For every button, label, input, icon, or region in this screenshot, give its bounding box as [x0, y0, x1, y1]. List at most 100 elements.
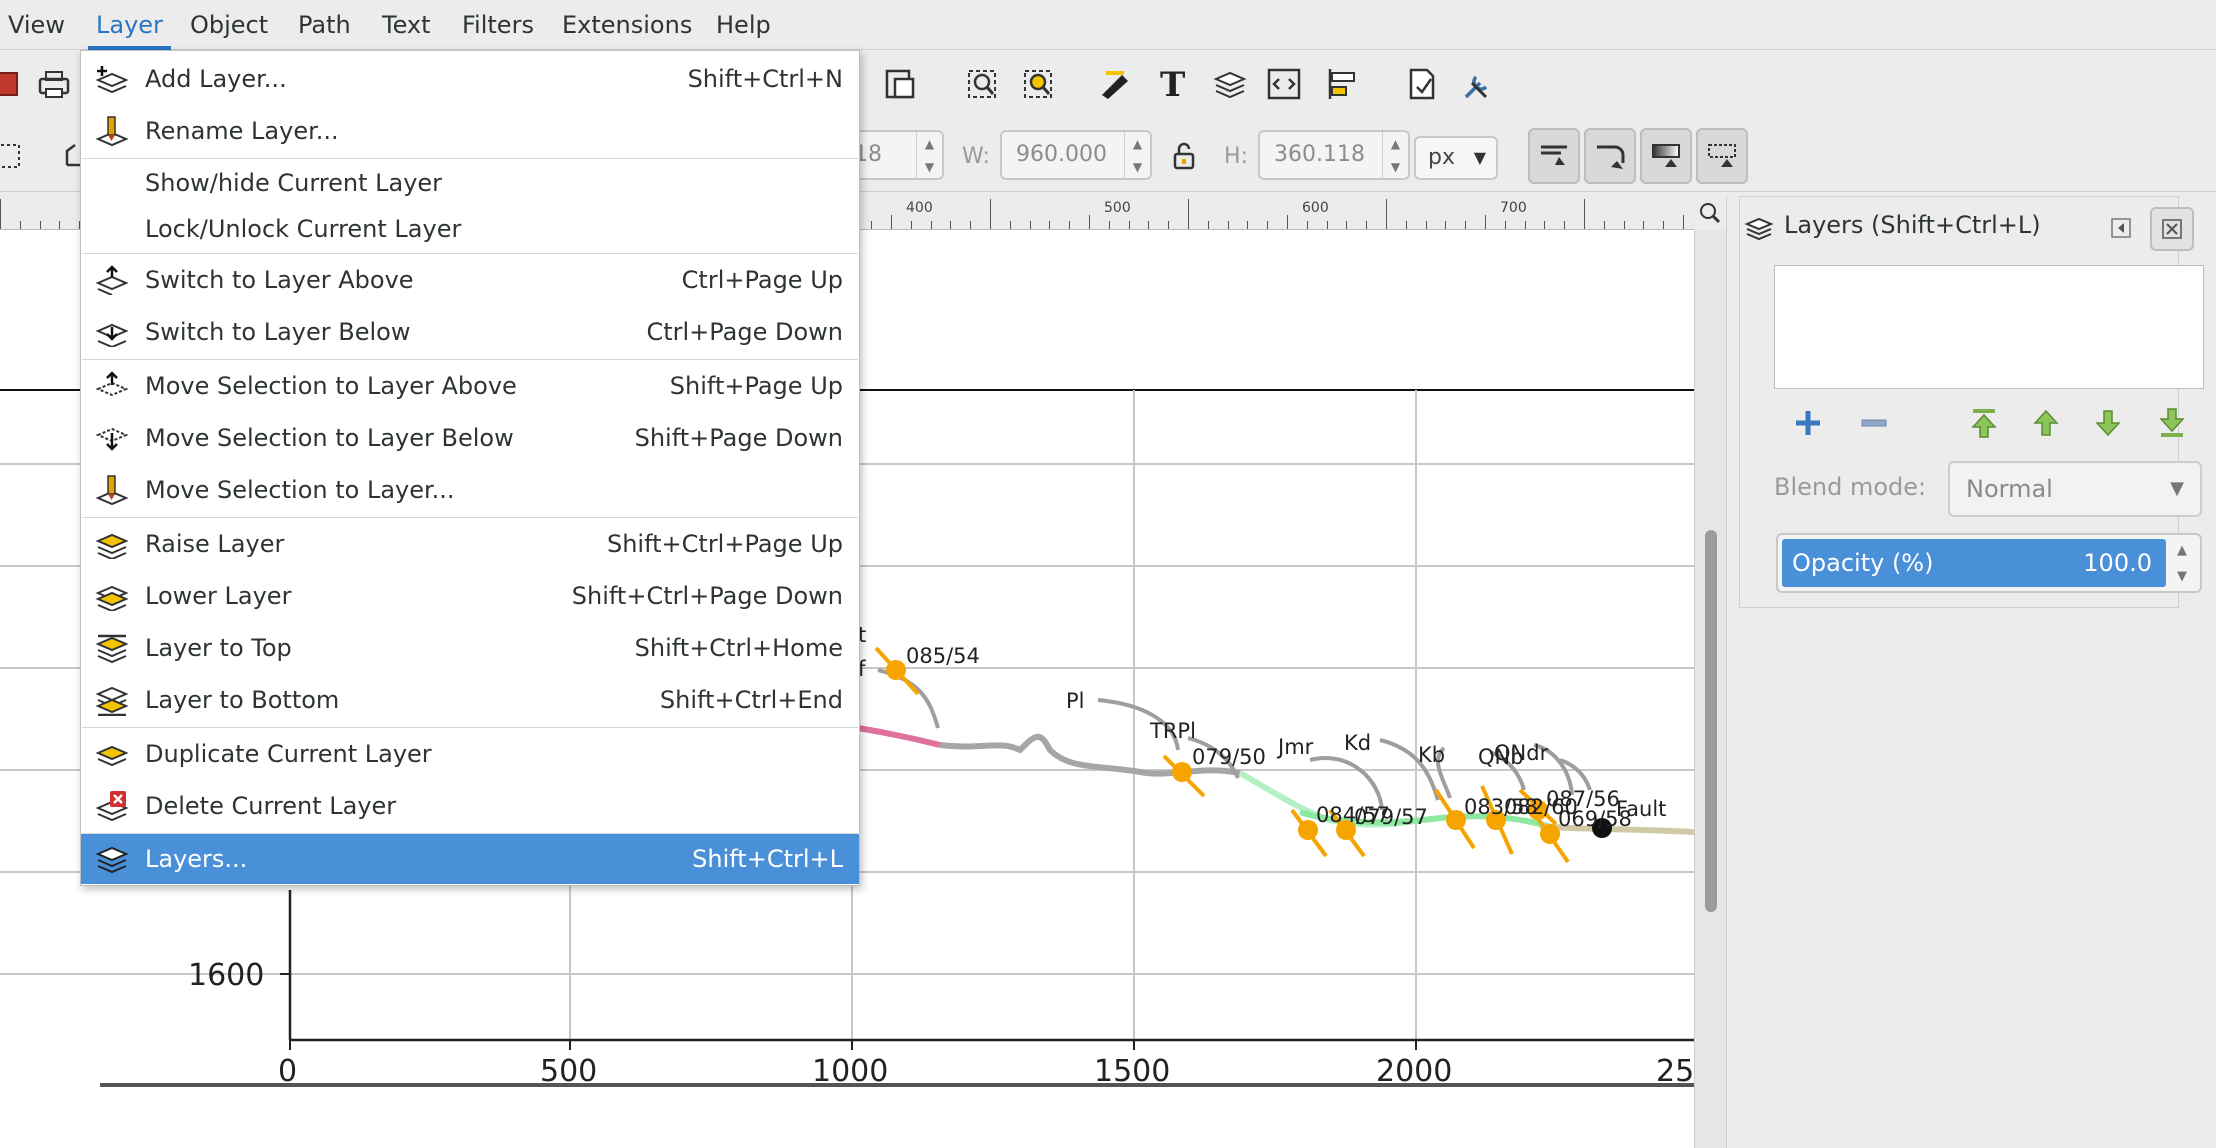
- remove-layer-icon[interactable]: [1856, 405, 1892, 441]
- menu-item-layer-to-bottom[interactable]: Layer to Bottom Shift+Ctrl+End: [81, 675, 859, 725]
- spin-up-icon[interactable]: ▲: [924, 136, 935, 151]
- xml-editor-icon[interactable]: [1264, 64, 1304, 104]
- menu-item-switch-layer-below[interactable]: Switch to Layer Below Ctrl+Page Down: [81, 307, 859, 357]
- label-orientation: 085/54: [906, 644, 980, 668]
- spin-down-icon[interactable]: ▼: [924, 159, 935, 174]
- blend-mode-value: Normal: [1966, 475, 2053, 503]
- lower-to-bottom-icon[interactable]: [2154, 405, 2190, 441]
- x-tick-label: 25: [1656, 1054, 1694, 1089]
- spin-up-icon[interactable]: ▲: [1390, 136, 1401, 151]
- save-icon[interactable]: [0, 64, 26, 104]
- menu-item-raise-layer[interactable]: Raise Layer Shift+Ctrl+Page Up: [81, 519, 859, 569]
- transform-gradients-toggle[interactable]: [1640, 128, 1692, 184]
- menu-item-shortcut: Ctrl+Page Up: [681, 266, 843, 294]
- menu-item-move-selection-to-layer[interactable]: Move Selection to Layer...: [81, 465, 859, 515]
- spin-down-icon[interactable]: ▼: [1132, 159, 1143, 174]
- menu-item-rename-layer[interactable]: Rename Layer...: [81, 106, 859, 156]
- width-value: 960.000: [1016, 142, 1107, 167]
- ruler-tick: [1247, 221, 1248, 229]
- zoom-drawing-icon[interactable]: [1018, 64, 1058, 104]
- layer-to-top-icon: [93, 631, 129, 665]
- lock-ratio-icon[interactable]: [1164, 136, 1204, 176]
- menu-path[interactable]: Path: [298, 11, 351, 39]
- select-all-icon[interactable]: [0, 136, 28, 176]
- label-qnb: QNb: [1478, 745, 1524, 769]
- label-fault: Fault: [1616, 797, 1666, 821]
- print-icon[interactable]: [34, 64, 74, 104]
- menu-item-shortcut: Shift+Page Up: [669, 372, 843, 400]
- vertical-scrollbar[interactable]: [1694, 230, 1726, 1148]
- layers-toolbar-icon[interactable]: [1210, 64, 1250, 104]
- spin-down-icon[interactable]: ▼: [2177, 568, 2187, 584]
- menu-text[interactable]: Text: [382, 11, 431, 39]
- ruler-tick: [1287, 215, 1288, 229]
- lower-layer-icon[interactable]: [2090, 405, 2126, 441]
- scale-corners-toggle[interactable]: [1584, 128, 1636, 184]
- ruler-tick: [871, 221, 872, 229]
- scale-stroke-toggle[interactable]: [1528, 128, 1580, 184]
- close-panel-button[interactable]: [2150, 207, 2194, 251]
- add-layer-icon[interactable]: [1790, 405, 1826, 441]
- spin-up-icon[interactable]: ▲: [2177, 542, 2187, 558]
- document-properties-icon[interactable]: [1402, 64, 1442, 104]
- menu-item-layers[interactable]: Layers... Shift+Ctrl+L: [81, 834, 859, 884]
- zoom-correction-icon[interactable]: [1694, 196, 1726, 230]
- ruler-tick: [1624, 221, 1625, 229]
- menu-item-switch-layer-above[interactable]: Switch to Layer Above Ctrl+Page Up: [81, 255, 859, 305]
- x-tick-label: 500: [540, 1054, 597, 1089]
- raise-to-top-icon[interactable]: [1966, 405, 2002, 441]
- lower-layer-icon: [93, 579, 129, 613]
- menu-item-show-hide-layer[interactable]: Show/hide Current Layer: [81, 160, 859, 206]
- iconify-panel-icon[interactable]: [2106, 213, 2136, 243]
- width-field[interactable]: 960.000 ▲ ▼: [1000, 130, 1152, 180]
- menu-item-move-selection-above[interactable]: Move Selection to Layer Above Shift+Page…: [81, 361, 859, 411]
- menu-item-duplicate-layer[interactable]: Duplicate Current Layer: [81, 729, 859, 779]
- scrollbar-thumb[interactable]: [1705, 530, 1717, 912]
- unit-select[interactable]: px ▼: [1414, 136, 1498, 180]
- menu-help[interactable]: Help: [716, 11, 771, 39]
- preferences-icon[interactable]: [1458, 64, 1498, 104]
- layers-dock: Layers (Shift+Ctrl+L) Blend mode: Normal: [1726, 196, 2216, 1148]
- menu-filters[interactable]: Filters: [462, 11, 534, 39]
- menu-view[interactable]: View: [8, 11, 65, 39]
- menu-item-lock-unlock-layer[interactable]: Lock/Unlock Current Layer: [81, 206, 859, 252]
- opacity-slider[interactable]: Opacity (%) 100.0 ▲ ▼: [1776, 533, 2202, 593]
- menu-item-delete-layer[interactable]: Delete Current Layer: [81, 781, 859, 831]
- menu-item-layer-to-top[interactable]: Layer to Top Shift+Ctrl+Home: [81, 623, 859, 673]
- paste-icon[interactable]: [880, 64, 920, 104]
- menu-item-label: Move Selection to Layer Above: [145, 372, 517, 400]
- ruler-tick: [1010, 221, 1011, 229]
- menu-separator: [82, 253, 858, 254]
- label-kd: Kd: [1344, 731, 1371, 755]
- layers-list[interactable]: [1774, 265, 2204, 389]
- move-selection-below-icon: [93, 421, 129, 455]
- height-field[interactable]: 360.118 ▲ ▼: [1258, 130, 1410, 180]
- menu-item-label: Raise Layer: [145, 530, 285, 558]
- blend-mode-select[interactable]: Normal ▼: [1948, 461, 2202, 517]
- align-distribute-icon[interactable]: [1322, 64, 1362, 104]
- menu-item-shortcut: Shift+Ctrl+Home: [634, 634, 843, 662]
- menu-item-label: Layers...: [145, 845, 248, 873]
- menu-layer[interactable]: Layer: [88, 0, 171, 50]
- menu-item-label: Duplicate Current Layer: [145, 740, 432, 768]
- fill-stroke-icon[interactable]: [1096, 64, 1136, 104]
- text-font-icon[interactable]: T: [1154, 64, 1194, 104]
- menu-object[interactable]: Object: [190, 11, 269, 39]
- label-qndr: QNdr: [1494, 741, 1549, 765]
- menu-item-lower-layer[interactable]: Lower Layer Shift+Ctrl+Page Down: [81, 571, 859, 621]
- ruler-tick: [1030, 221, 1031, 229]
- raise-layer-icon[interactable]: [2028, 405, 2064, 441]
- spin-down-icon[interactable]: ▼: [1390, 159, 1401, 174]
- zoom-selection-icon[interactable]: [962, 64, 1002, 104]
- spin-up-icon[interactable]: ▲: [1132, 136, 1143, 151]
- ruler-tick: [1327, 221, 1328, 229]
- label-orientation: 079/50: [1192, 745, 1266, 769]
- label-t: t: [858, 623, 866, 647]
- menu-item-label: Delete Current Layer: [145, 792, 397, 820]
- ruler-tick: [891, 215, 892, 229]
- switch-layer-below-icon: [93, 315, 129, 349]
- transform-patterns-toggle[interactable]: [1696, 128, 1748, 184]
- menu-extensions[interactable]: Extensions: [562, 11, 693, 39]
- menu-item-add-layer[interactable]: Add Layer... Shift+Ctrl+N: [81, 54, 859, 104]
- menu-item-move-selection-below[interactable]: Move Selection to Layer Below Shift+Page…: [81, 413, 859, 463]
